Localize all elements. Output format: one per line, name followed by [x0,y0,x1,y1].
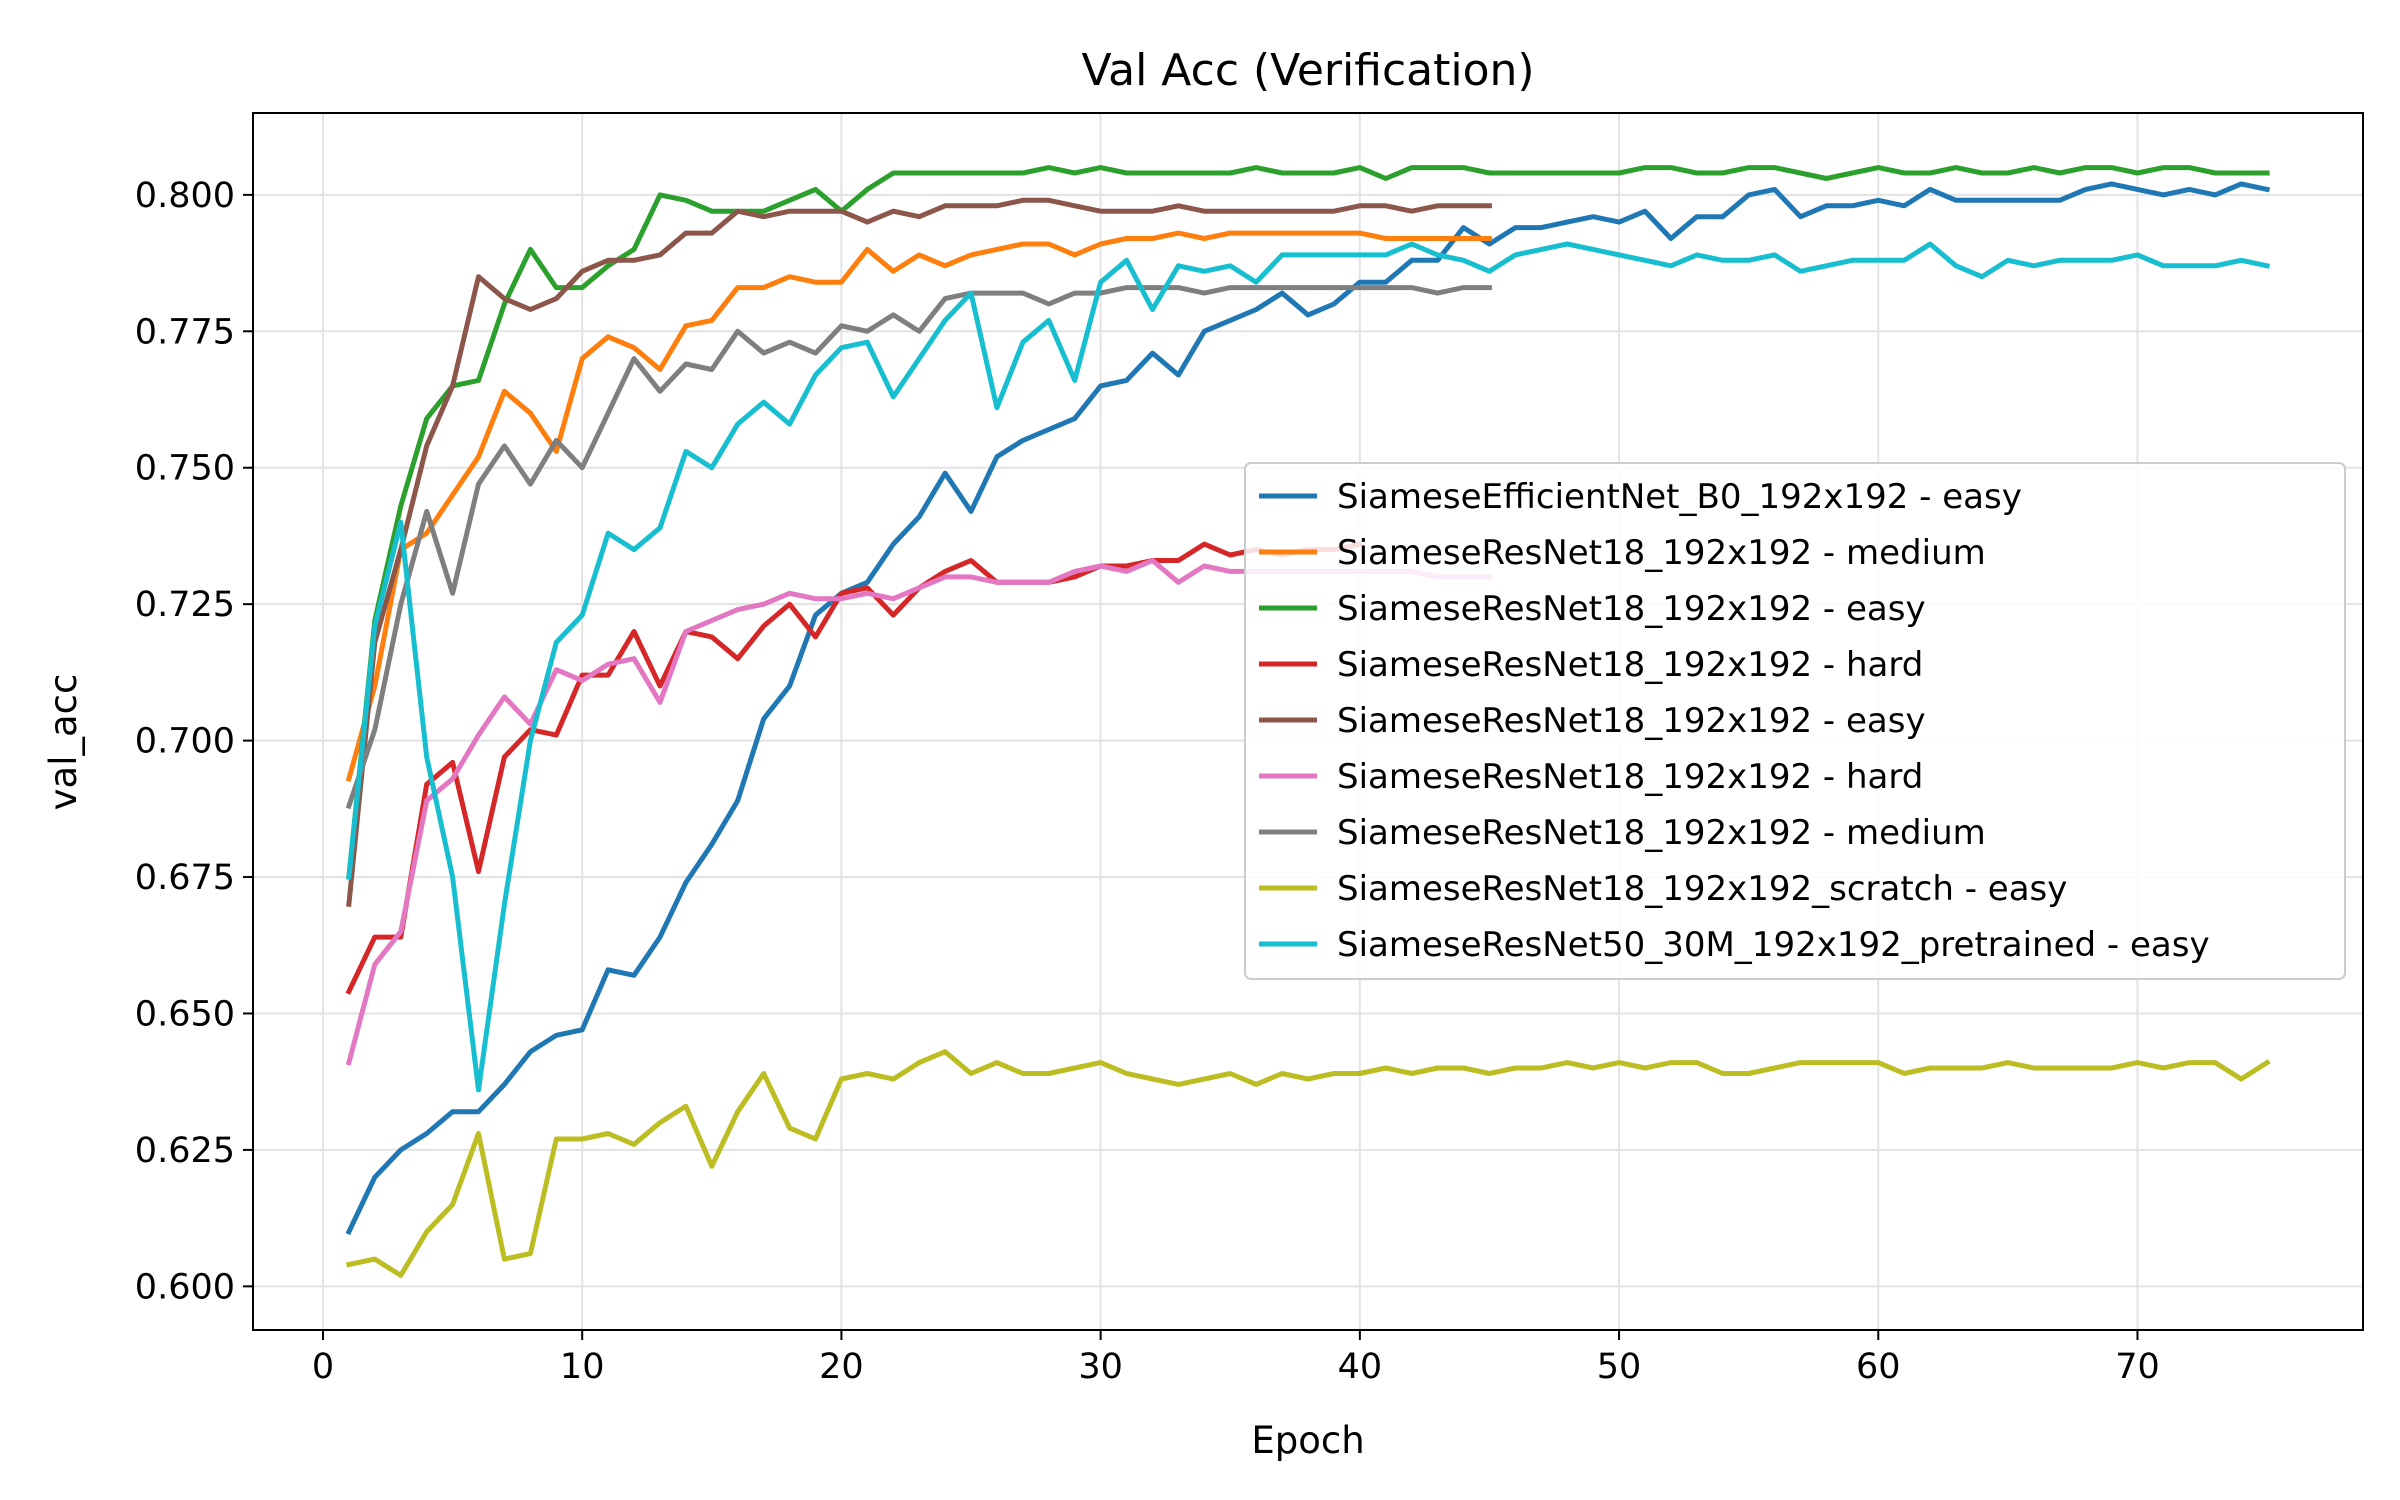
plot-frame [252,112,2364,1331]
legend-label: SiameseEfficientNet_B0_192x192 - easy [1337,477,2022,517]
series-line-5 [346,197,1492,908]
series-line-7 [345,285,1492,810]
x-tick-label: 10 [560,1347,605,1387]
x-axis-label: Epoch [1251,1419,1364,1462]
chart-title: Val Acc (Verification) [1081,45,1534,96]
series-layer [345,165,2271,1278]
series-line-8 [345,1049,2271,1278]
y-tick-label: 0.775 [135,312,235,352]
series-line-1 [345,181,2271,1236]
x-tick-label: 60 [1856,1347,1901,1387]
x-tick-label: 30 [1078,1347,1123,1387]
legend-label: SiameseResNet18_192x192 - easy [1337,589,1926,629]
legend-label: SiameseResNet18_192x192 - easy [1337,701,1926,741]
legend-label: SiameseResNet18_192x192 - medium [1337,813,1986,853]
y-tick-label: 0.725 [135,585,235,625]
legend: SiameseEfficientNet_B0_192x192 - easy Sia… [1244,462,2346,980]
y-axis-label: val_acc [42,674,85,811]
series-line-4 [345,541,1363,995]
x-tick-label: 50 [1597,1347,1642,1387]
legend-label: SiameseResNet18_192x192_scratch - easy [1337,869,2067,909]
x-tick-label: 40 [1338,1347,1383,1387]
x-tick-label: 20 [819,1347,864,1387]
legend-label: SiameseResNet18_192x192 - medium [1337,533,1986,573]
legend-label: SiameseResNet18_192x192 - hard [1337,757,1923,797]
y-tick-label: 0.675 [135,858,235,898]
y-tick-label: 0.750 [135,449,235,489]
x-tick-label: 70 [2115,1347,2160,1387]
y-tick-label: 0.700 [135,722,235,762]
y-tick-label: 0.650 [135,994,235,1034]
series-line-2 [345,230,1492,782]
legend-label: SiameseResNet50_30M_192x192_pretrained -… [1337,925,2210,965]
series-line-3 [346,165,2270,880]
series-line-9 [346,241,2271,1093]
legend-box [1244,462,2346,980]
legend-label: SiameseResNet18_192x192 - hard [1337,645,1923,685]
x-tick-label: 0 [312,1347,334,1387]
y-tick-label: 0.600 [135,1267,235,1307]
axes-layer: 0 10 20 30 40 50 60 70 0.600 0.625 0.650 0.675 0.700… [135,176,2160,1387]
y-tick-label: 0.800 [135,176,235,216]
y-tick-label: 0.625 [135,1131,235,1171]
